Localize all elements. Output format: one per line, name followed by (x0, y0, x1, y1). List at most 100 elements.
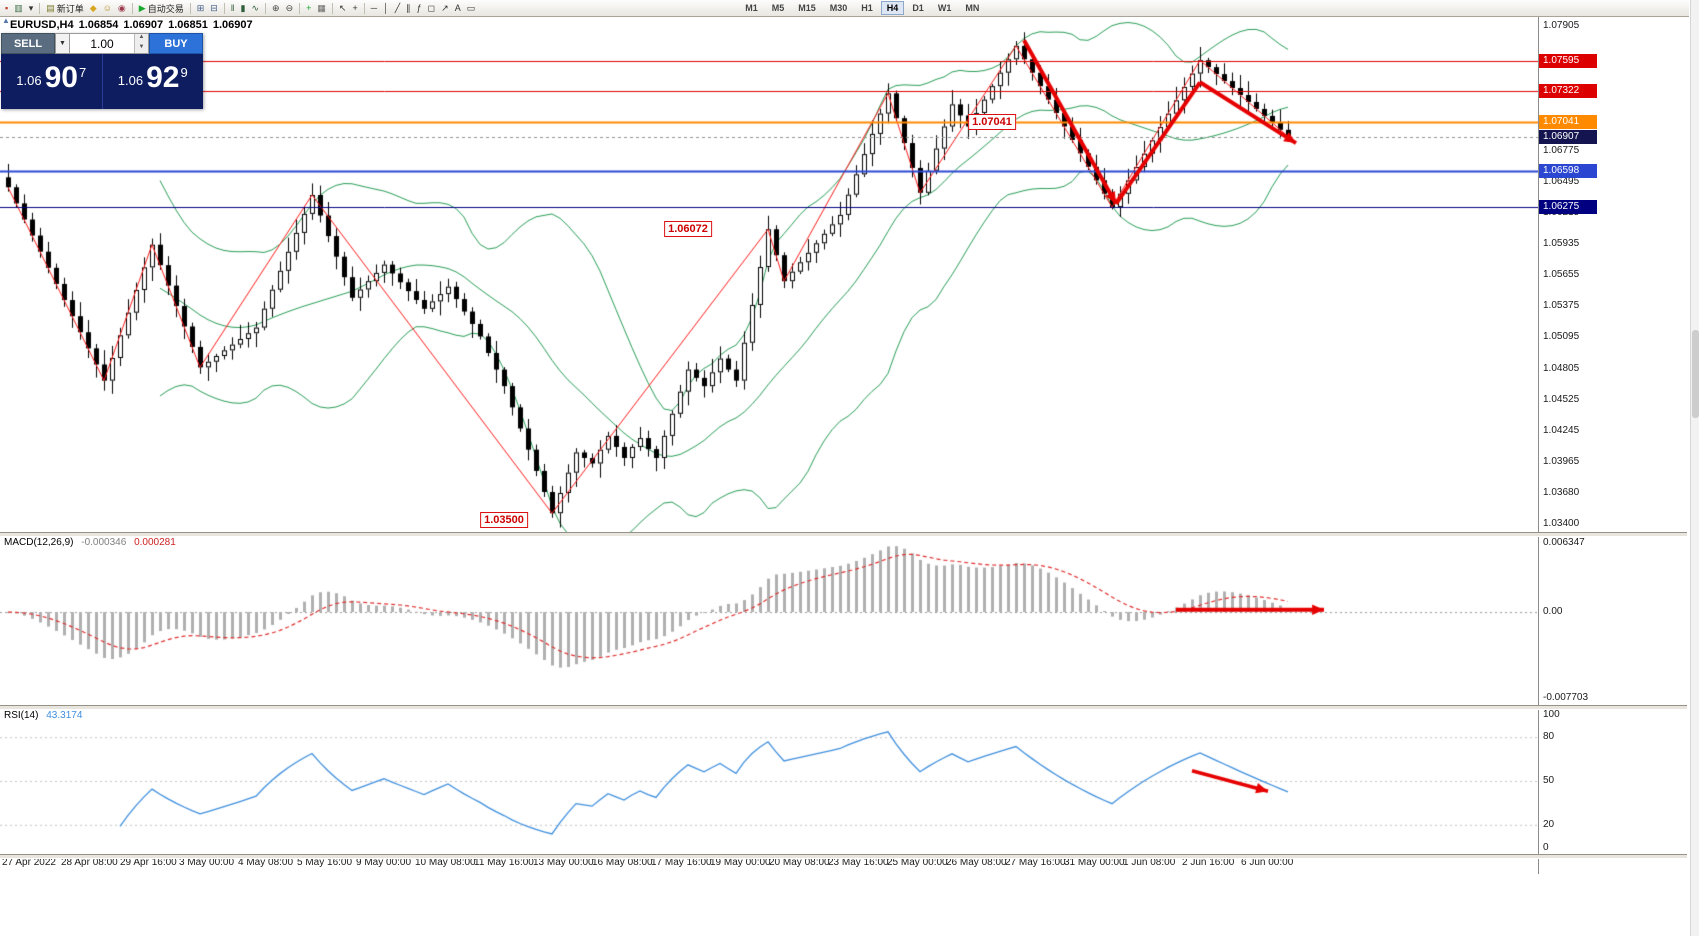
pane-splitter[interactable] (0, 705, 1687, 710)
horizontal-line-icon: ─ (370, 3, 378, 13)
indicators-icon[interactable]: + (303, 1, 314, 15)
channel-icon[interactable]: ∥ (403, 1, 414, 15)
time-axis-label: 9 May 00:00 (356, 857, 412, 868)
candlestick-chart-icon[interactable]: ▮ (238, 1, 249, 15)
time-axis-label: 11 May 16:00 (474, 857, 534, 868)
grid-icon: ▦ (317, 3, 326, 13)
tile-windows-icon[interactable]: ⊟ (207, 1, 221, 15)
dropdown-icon: ▾ (28, 3, 34, 13)
volume-input[interactable] (70, 34, 134, 53)
time-axis-label: 31 May 00:00 (1064, 857, 1125, 868)
dropdown-icon[interactable]: ▾ (26, 1, 37, 15)
price-axis-label: 1.05095 (1543, 330, 1580, 342)
scrollbar-thumb[interactable] (1692, 330, 1699, 418)
price-axis-label: 1.05375 (1543, 300, 1580, 312)
text-tool-icon: A (454, 3, 461, 13)
trendline-icon[interactable]: ╱ (392, 1, 403, 15)
shapes-icon[interactable]: ◻ (425, 1, 438, 15)
new-window-icon: ⊞ (196, 3, 205, 13)
macd-axis-label: 0.006347 (1543, 537, 1585, 548)
price-line-tag[interactable]: 1.07595 (1539, 53, 1597, 68)
toolbar-separator (223, 2, 225, 14)
chart-window-icon: ▥ (14, 3, 23, 13)
price-axis-label: 1.05655 (1543, 269, 1580, 281)
label-tool-icon[interactable]: ▭ (464, 1, 479, 15)
community-icon[interactable]: ◉ (115, 1, 129, 15)
label-tool-icon: ▭ (466, 3, 476, 13)
sell-price-display[interactable]: 1.06 90 7 (1, 54, 103, 109)
chevron-down-icon: ▼ (59, 40, 66, 47)
time-axis-label: 16 May 08:00 (592, 857, 653, 868)
horizontal-line-icon[interactable]: ─ (368, 1, 380, 15)
zoom-out-icon[interactable]: ⊖ (283, 1, 297, 15)
buy-price-display[interactable]: 1.06 92 9 (103, 54, 204, 109)
pane-splitter[interactable] (0, 532, 1687, 537)
arrows-tool-icon: ↗ (441, 3, 449, 13)
bid-pips: 90 (44, 61, 78, 94)
autotrading-button[interactable]: ▶ 自动交易 (136, 1, 187, 15)
time-axis-label: 1 Jun 08:00 (1123, 857, 1176, 868)
timeframe-H1[interactable]: H1 (861, 3, 873, 13)
price-line-tag[interactable]: 1.06598 (1539, 163, 1597, 178)
price-chart-canvas[interactable] (0, 16, 1538, 532)
crosshair-icon[interactable]: + (349, 1, 360, 15)
price-annotation: 1.03500 (480, 511, 528, 528)
order-type-dropdown[interactable]: ▼ (55, 33, 70, 54)
buy-button[interactable]: BUY (149, 33, 203, 54)
zoom-in-icon[interactable]: ⊕ (269, 1, 283, 15)
grid-icon[interactable]: ▦ (314, 1, 329, 15)
timeframe-H4[interactable]: H4 (880, 1, 905, 15)
timeframe-M1[interactable]: M1 (745, 3, 758, 13)
channel-icon: ∥ (406, 3, 411, 13)
vertical-scrollbar[interactable] (1690, 0, 1699, 936)
rsi-pane-canvas[interactable] (0, 708, 1538, 854)
line-chart-icon[interactable]: ∿ (248, 1, 262, 15)
arrows-tool-icon[interactable]: ↗ (438, 1, 452, 15)
macd-main-value: -0.000346 (81, 537, 127, 548)
macd-pane-canvas[interactable] (0, 535, 1538, 705)
text-tool-icon[interactable]: A (452, 1, 464, 15)
chart-high-value: 1.06907 (123, 19, 164, 31)
time-axis-label: 10 May 08:00 (415, 857, 476, 868)
time-axis-label: 5 May 16:00 (297, 857, 353, 868)
new-window-icon[interactable]: ⊞ (194, 1, 208, 15)
time-axis-label: 27 May 16:00 (1005, 857, 1066, 868)
bar-chart-icon[interactable]: ‖ (228, 1, 238, 15)
candlestick-chart-icon: ▮ (240, 3, 246, 13)
zoom-out-icon: ⊖ (285, 3, 294, 13)
fibonacci-icon[interactable]: ƒ (414, 1, 425, 15)
macd-indicator-title: MACD(12,26,9) -0.000346 0.000281 (4, 537, 176, 548)
macd-signal-value: 0.000281 (134, 537, 176, 548)
timeframe-M30[interactable]: M30 (829, 3, 848, 13)
timeframe-MN[interactable]: MN (965, 3, 980, 13)
one-click-trading-panel: SELL ▼ ▲ ▼ BUY 1.06 90 7 1.06 92 (1, 33, 203, 109)
cursor-icon[interactable]: ↖ (336, 1, 350, 15)
price-axis-label: 1.03680 (1543, 487, 1580, 499)
vertical-line-icon[interactable]: │ (380, 1, 392, 15)
rsi-axis-label: 20 (1543, 818, 1555, 830)
price-line-tag[interactable]: 1.07041 (1539, 114, 1597, 129)
market-watch-icon[interactable]: ◆ (87, 1, 100, 15)
timeframe-D1[interactable]: D1 (912, 3, 924, 13)
price-line-tag: 1.06907 (1539, 129, 1597, 144)
timeframe-W1[interactable]: W1 (937, 3, 952, 13)
timeframe-M15[interactable]: M15 (798, 3, 816, 13)
one-click-collapse-icon[interactable]: ▲ (2, 16, 10, 25)
time-axis-label: 27 Apr 2022 (2, 857, 56, 868)
volume-decrease-button[interactable]: ▼ (135, 43, 148, 53)
shapes-icon: ◻ (427, 3, 436, 13)
toolbar-separator (299, 2, 301, 14)
market-watch-icon: ◆ (89, 3, 97, 13)
price-line-tag[interactable]: 1.06275 (1539, 199, 1597, 214)
price-annotation: 1.07041 (968, 113, 1016, 130)
timeframe-M5[interactable]: M5 (771, 3, 785, 13)
autotrading-button: ▶ (138, 3, 146, 13)
new-order-button[interactable]: ▤ 新订单 (43, 1, 87, 15)
smiley-icon: ☺ (102, 3, 112, 13)
price-line-tag[interactable]: 1.07322 (1539, 83, 1597, 98)
chart-window-icon[interactable]: ▥ (11, 1, 26, 15)
volume-increase-button[interactable]: ▲ (135, 34, 148, 44)
app-icon[interactable]: ▪ (2, 1, 11, 15)
sell-button[interactable]: SELL (1, 33, 55, 54)
smiley-icon[interactable]: ☺ (100, 1, 115, 15)
